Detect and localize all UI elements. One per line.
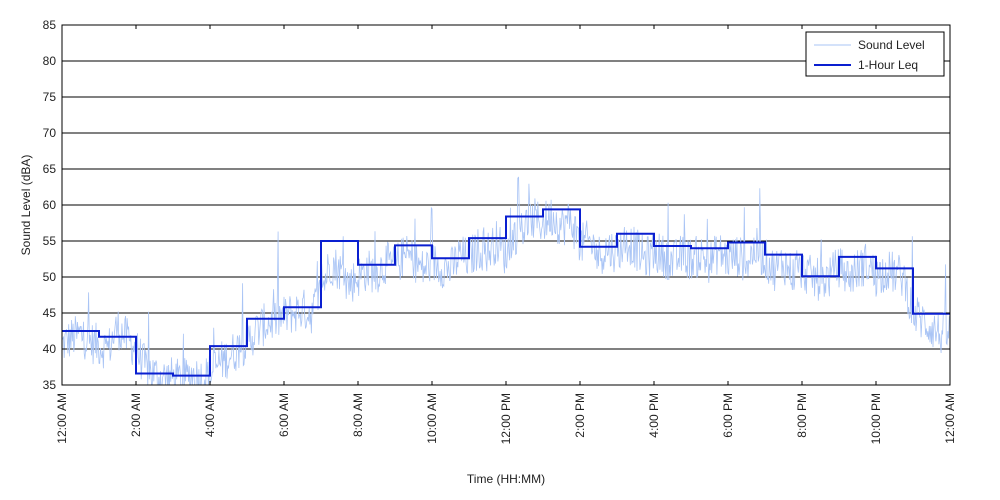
y-tick-label: 55 [43,234,57,248]
x-tick-label: 8:00 PM [795,393,809,438]
legend-box [805,31,945,77]
y-tick-label: 70 [43,126,57,140]
x-tick-label: 2:00 AM [129,393,143,437]
x-tick-label: 2:00 PM [573,393,587,438]
legend: Sound Level 1-Hour Leq [805,31,945,77]
y-axis-ticks: 35 40 45 50 55 60 65 70 75 80 85 [43,18,950,392]
y-tick-label: 65 [43,162,57,176]
y-tick-label: 40 [43,342,57,356]
x-tick-label: 6:00 PM [721,393,735,438]
x-tick-label: 12:00 AM [55,393,69,444]
x-tick-label: 4:00 PM [647,393,661,438]
y-tick-label: 45 [43,306,57,320]
y-tick-label: 35 [43,378,57,392]
legend-label: Sound Level [858,38,925,52]
legend-label: 1-Hour Leq [858,58,918,72]
y-tick-label: 50 [43,270,57,284]
x-tick-label: 4:00 AM [203,393,217,437]
series-line-1-hour-leq [62,208,950,377]
y-tick-label: 60 [43,198,57,212]
x-tick-label: 6:00 AM [277,393,291,437]
x-axis-title: Time (HH:MM) [467,472,545,486]
x-tick-label: 10:00 PM [869,393,883,444]
x-tick-label: 12:00 AM [943,393,957,444]
y-tick-label: 75 [43,90,57,104]
series-layer [62,176,950,385]
x-tick-label: 8:00 AM [351,393,365,437]
x-tick-label: 12:00 PM [499,393,513,444]
x-tick-label: 10:00 AM [425,393,439,444]
y-tick-label: 80 [43,54,57,68]
y-axis-title: Sound Level (dBA) [19,155,33,256]
x-axis-ticks: 12:00 AM 2:00 AM 4:00 AM 6:00 AM 8:00 AM 10:0… [55,25,957,444]
y-tick-label: 85 [43,18,57,32]
